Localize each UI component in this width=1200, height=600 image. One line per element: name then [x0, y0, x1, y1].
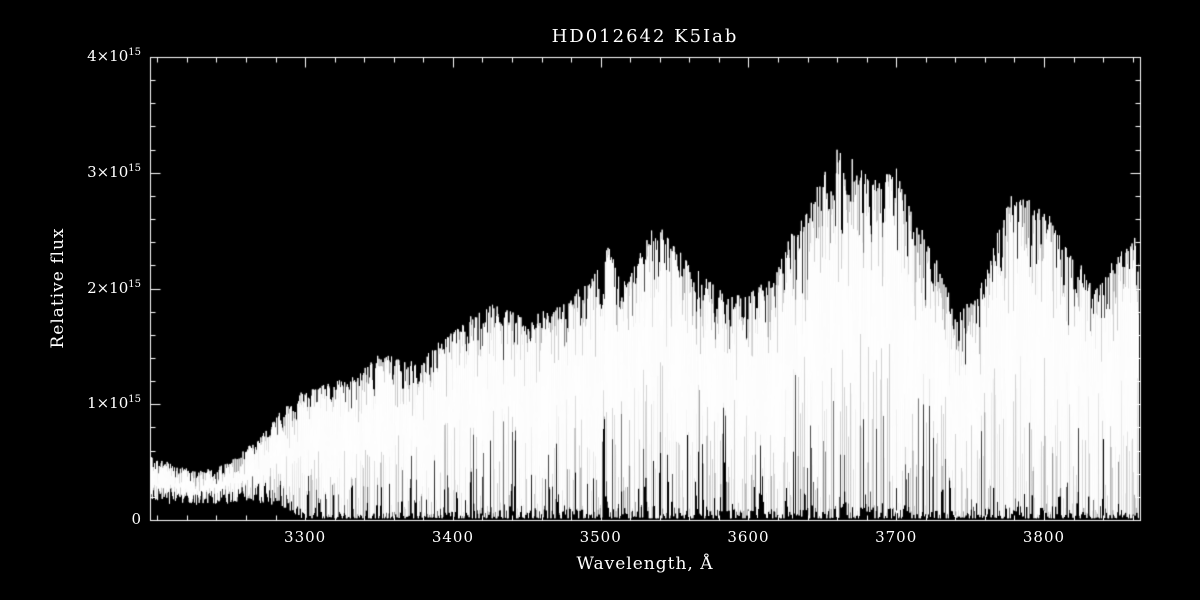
chart-title: HD012642 K5Iab	[551, 26, 739, 47]
x-axis-title: Wavelength, Å	[576, 554, 714, 574]
y-axis-title: Relative flux	[48, 227, 68, 349]
